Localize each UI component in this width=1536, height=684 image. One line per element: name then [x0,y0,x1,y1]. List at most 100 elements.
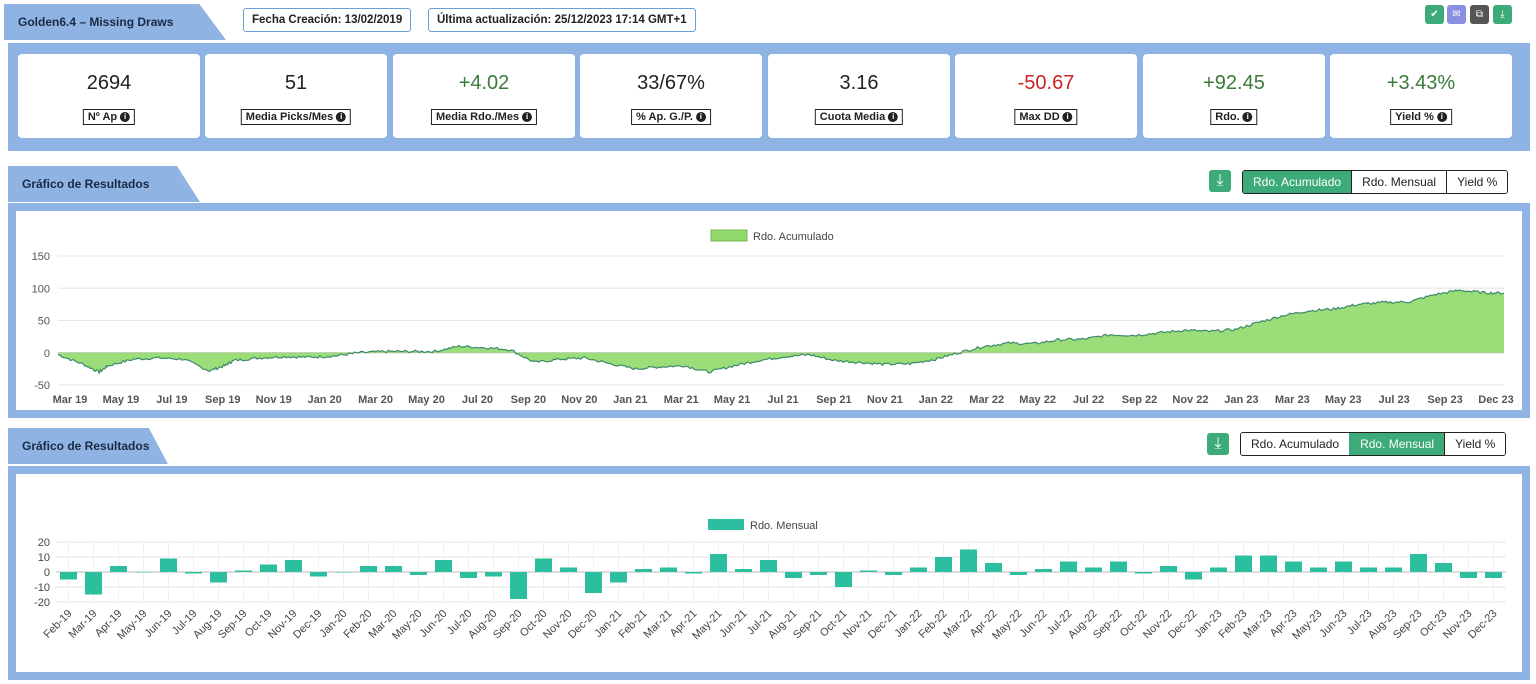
kpi-card-result-per-month: +4.02 Media Rdo./Mes i [393,54,575,138]
tab-monthly[interactable]: Rdo. Mensual [1349,433,1445,455]
info-icon[interactable]: i [1242,112,1253,122]
kpi-label[interactable]: Cuota Media i [814,109,904,125]
y-tick-label: 20 [38,537,50,549]
mail-icon[interactable]: ✉ [1447,5,1466,24]
x-tick-label: Mar 19 [53,394,88,406]
strategy-title-text: Golden6.4 – Missing Draws [18,15,174,29]
tab-cumulative[interactable]: Rdo. Acumulado [1243,171,1352,193]
creation-date-text: Fecha Creación: 13/02/2019 [252,14,403,26]
share-icon[interactable]: ⧉ [1470,5,1489,24]
kpi-card-result: +92.45 Rdo. i [1143,54,1325,138]
bar [1035,569,1052,572]
bar [185,572,202,574]
x-tick-label: Jul 20 [462,394,493,406]
x-tick-label: Sep 23 [1427,394,1462,406]
kpi-value: 3.16 [839,72,879,94]
bar [1060,561,1077,572]
bar [1435,563,1452,572]
bar [735,569,752,572]
check-icon[interactable]: ✔ [1425,5,1444,24]
bar [935,557,952,572]
monthly-chart-frame: Rdo. Mensual -20 -10 0 10 20 Feb-19 Mar-19 Apr-1… [8,466,1530,680]
tab-monthly[interactable]: Rdo. Mensual [1351,171,1447,193]
x-tick-label: Jul 19 [156,394,187,406]
x-tick-label: Jun-22 [1017,608,1049,640]
bar [1485,572,1502,578]
bar [685,572,702,574]
kpi-value: 33/67% [637,72,705,94]
x-tick-label: May 23 [1325,394,1362,406]
bar [960,549,977,572]
kpi-label-text: % Ap. G./P. [636,111,693,123]
kpi-card-max-dd: -50.67 Max DD i [955,54,1137,138]
bar [610,572,627,583]
bar [1185,572,1202,580]
download-chart-button[interactable]: ⤓ [1207,433,1229,455]
kpi-label[interactable]: Media Picks/Mes i [240,109,352,125]
download-icon: ⤓ [1214,435,1222,452]
download-chart-button[interactable]: ⤓ [1209,170,1231,192]
legend-swatch [710,229,748,242]
kpi-value: +92.45 [1203,72,1265,94]
kpi-band: 2694 Nº Ap i 51 Media Picks/Mes i +4.02 Me… [8,43,1530,151]
bar [1135,572,1152,574]
x-tick-label: Jan 23 [1224,394,1258,406]
info-icon[interactable]: i [336,112,347,122]
x-tick-label: Nov 19 [256,394,292,406]
download-icon[interactable]: ⤓ [1493,5,1512,24]
info-icon[interactable]: i [522,112,533,122]
kpi-card-yield: +3.43% Yield % i [1330,54,1512,138]
info-icon[interactable]: i [1436,112,1447,122]
bar [1410,554,1427,572]
bar [560,567,577,572]
bar [1160,566,1177,572]
x-tick-label: Nov 22 [1172,394,1208,406]
bar [485,572,502,577]
bar [885,572,902,575]
area-series-line [57,289,1505,375]
x-tick-label: Sep 22 [1122,394,1157,406]
x-tick-label: Jun-23 [1317,608,1349,640]
kpi-label[interactable]: Rdo. i [1210,109,1258,125]
info-icon[interactable]: i [695,112,706,122]
info-icon[interactable]: i [120,112,131,122]
bar [360,566,377,572]
y-tick-label: 50 [38,316,50,328]
info-icon[interactable]: i [888,112,899,122]
bar [460,572,477,578]
kpi-card-avg-odds: 3.16 Cuota Media i [768,54,950,138]
x-tick-label: May 22 [1019,394,1056,406]
kpi-label-text: Yield % [1395,111,1434,123]
kpi-label[interactable]: Nº Ap i [82,109,136,125]
kpi-value: +3.43% [1386,72,1456,94]
bar [835,572,852,587]
x-tick-label: Mar-23 [1241,608,1274,641]
x-tick-label: Jun-21 [717,608,749,640]
legend-label: Rdo. Acumulado [753,231,834,243]
bar [985,563,1002,572]
tab-yield[interactable]: Yield % [1446,171,1508,193]
bar [335,572,352,573]
bar [635,569,652,572]
x-tick-label: Nov 20 [561,394,597,406]
tab-cumulative[interactable]: Rdo. Acumulado [1241,433,1350,455]
kpi-label-text: Media Rdo./Mes [435,111,520,123]
legend-swatch [708,519,744,530]
y-tick-label: -20 [34,597,50,609]
kpi-card-num-picks: 2694 Nº Ap i [18,54,200,138]
kpi-label[interactable]: % Ap. G./P. i [631,109,711,125]
download-icon: ⤓ [1216,172,1224,189]
x-tick-label: May 20 [408,394,445,406]
bar [310,572,327,577]
kpi-value: -50.67 [1017,72,1075,94]
y-tick-label: 150 [32,251,50,263]
kpi-label[interactable]: Yield % i [1390,109,1452,125]
bar [1010,572,1027,575]
kpi-value: 51 [284,72,308,94]
kpi-label[interactable]: Max DD i [1014,109,1078,125]
kpi-label[interactable]: Media Rdo./Mes i [430,109,538,125]
kpi-label-text: Nº Ap [87,111,118,123]
bar [235,570,252,572]
info-icon[interactable]: i [1062,112,1073,122]
tab-yield[interactable]: Yield % [1444,433,1506,455]
